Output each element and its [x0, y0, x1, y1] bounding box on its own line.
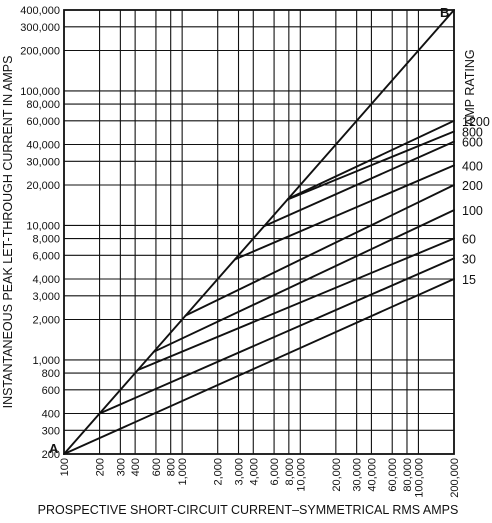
y-tick-label: 1,000: [32, 355, 60, 367]
y-tick-label: 40,000: [26, 140, 60, 152]
y-tick-label: 600: [42, 385, 60, 397]
x-tick-label: 80,000: [402, 458, 414, 492]
x-tick-labels: 100 200 300 400 600 800 1,000 2,000 3,000 4,000 6,…: [59, 458, 461, 498]
series-line-100: [152, 209, 455, 353]
rating-label-1200: 1200: [462, 115, 490, 129]
y-tick-label: 200,000: [20, 45, 60, 57]
x-tick-label: 4,000: [248, 458, 260, 486]
y-tick-label: 300,000: [20, 22, 60, 34]
rating-label-200: 200: [462, 179, 483, 193]
x-tick-label: 6,000: [269, 458, 281, 486]
x-tick-label: 400: [130, 458, 142, 476]
y-tick-label: 200: [42, 449, 60, 461]
y-tick-label: 100,000: [20, 86, 60, 98]
series-line-15: [63, 278, 455, 455]
series-line-a-b: [63, 9, 455, 455]
rating-label-400: 400: [462, 159, 483, 173]
x-tick-label: 60,000: [387, 458, 399, 492]
series-lines: [63, 9, 455, 455]
plot-frame: [63, 9, 455, 455]
y-tick-label: 2,000: [32, 314, 60, 326]
y-tick-label: 300: [42, 425, 60, 437]
y-tick-label: 30,000: [26, 156, 60, 168]
series-line-60: [136, 237, 455, 372]
series-line-1200: [287, 119, 455, 200]
y-tick-label: 20,000: [26, 180, 60, 192]
rating-label-60: 60: [462, 233, 476, 247]
x-tick-label: 2,000: [213, 458, 225, 486]
x-tick-label: 8,000: [284, 458, 296, 486]
x-tick-label: 200: [95, 458, 107, 476]
x-tick-label: 40,000: [366, 458, 378, 492]
y-tick-label: 800: [42, 368, 60, 380]
series-line-800: [286, 130, 455, 201]
rating-label-800: 800: [462, 125, 483, 139]
x-tick-label: 100: [59, 458, 71, 476]
point-label-a: A: [49, 441, 59, 456]
point-labels: AB: [49, 5, 449, 456]
y-tick-label: 80,000: [26, 99, 60, 111]
series-line-200: [184, 184, 455, 317]
x-tick-label: 300: [115, 458, 127, 476]
series-line-30: [98, 257, 455, 415]
rating-label-15: 15: [462, 273, 476, 287]
series-line-600: [263, 140, 455, 228]
y-tick-label: 6,000: [32, 250, 60, 262]
x-tick-label: 200,000: [449, 458, 461, 498]
x-tick-label: 1,000: [177, 458, 189, 486]
rating-label-600: 600: [462, 136, 483, 150]
y-tick-label: 400,000: [20, 5, 60, 17]
x-tick-label: 3,000: [234, 458, 246, 486]
y-tick-label: 3,000: [32, 291, 60, 303]
point-label-b: B: [440, 5, 449, 20]
y-tick-label: 10,000: [26, 220, 60, 232]
x-tick-label: 30,000: [352, 458, 364, 492]
rating-label-30: 30: [462, 252, 476, 266]
y-axis-title: INSTANTANEOUS PEAK LET-THROUGH CURRENT I…: [1, 56, 15, 409]
rating-label-100: 100: [462, 204, 483, 218]
x-axis-title: PROSPECTIVE SHORT-CIRCUIT CURRENT–SYMMET…: [38, 503, 459, 517]
x-tick-label: 800: [166, 458, 178, 476]
x-tick-label: 10,000: [295, 458, 307, 492]
x-tick-label: 100,000: [413, 458, 425, 498]
y-tick-label: 400: [42, 409, 60, 421]
legend-title: AMP RATING: [463, 49, 477, 126]
y-tick-label: 8,000: [32, 234, 60, 246]
series-line-400: [234, 164, 455, 261]
y-tick-label: 4,000: [32, 274, 60, 286]
x-tick-label: 20,000: [331, 458, 343, 492]
y-tick-label: 60,000: [26, 116, 60, 128]
x-tick-label: 600: [151, 458, 163, 476]
